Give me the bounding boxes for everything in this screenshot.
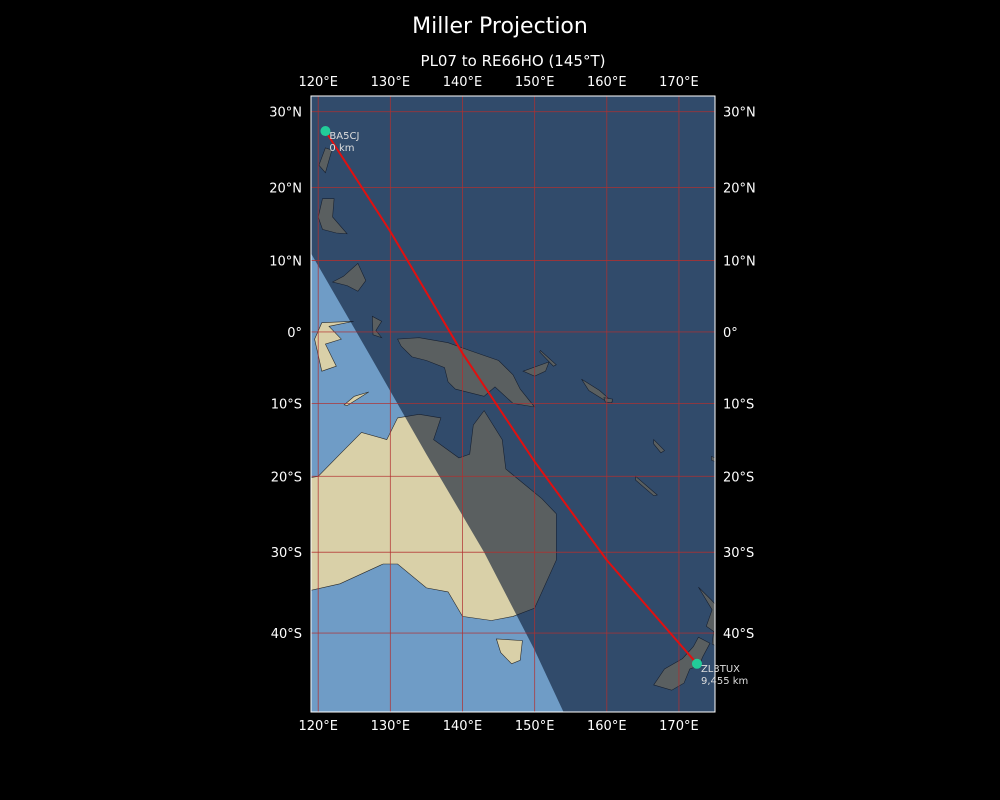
map-tick-labels: 120°E 120°E 130°E 130°E 140°E 140°E 150°E 150°E… bbox=[269, 75, 756, 734]
lat-tick-label-right: 20°N bbox=[723, 182, 756, 197]
station-callsign: BA5CJ bbox=[329, 131, 359, 142]
lat-tick-label-left: 20°N bbox=[269, 182, 302, 197]
lat-tick-label-right: 20°S bbox=[723, 470, 754, 485]
station-distance: 9,455 km bbox=[701, 676, 748, 687]
lat-tick-label-right: 0° bbox=[723, 326, 738, 341]
lat-tick-label-right: 40°S bbox=[723, 627, 754, 642]
map-subtitle: PL07 to RE66HO (145°T) bbox=[421, 52, 606, 70]
lon-tick-label-bottom: 170°E bbox=[659, 719, 699, 734]
lon-tick-label-bottom: 130°E bbox=[371, 719, 411, 734]
lon-tick-label-bottom: 150°E bbox=[515, 719, 555, 734]
land-sulawesi bbox=[314, 321, 354, 372]
map-gridlines bbox=[311, 96, 715, 712]
lon-tick-label-bottom: 120°E bbox=[298, 719, 338, 734]
lon-tick-label-top: 150°E bbox=[515, 75, 555, 90]
night-terminator-shade bbox=[311, 96, 715, 712]
station-marker bbox=[320, 126, 331, 137]
lat-tick-label-left: 30°S bbox=[271, 546, 302, 561]
map-frame bbox=[310, 95, 716, 713]
lat-tick-label-right: 30°S bbox=[723, 546, 754, 561]
lat-tick-label-left: 10°N bbox=[269, 254, 302, 269]
map-plot-area bbox=[311, 96, 715, 712]
lon-tick-label-top: 170°E bbox=[659, 75, 699, 90]
lon-tick-label-top: 120°E bbox=[298, 75, 338, 90]
lon-tick-label-bottom: 140°E bbox=[443, 719, 483, 734]
great-circle-path bbox=[324, 130, 698, 665]
land-tasmania bbox=[495, 638, 523, 665]
station-marker bbox=[691, 658, 702, 669]
lon-tick-label-bottom: 160°E bbox=[587, 719, 627, 734]
lat-tick-label-right: 10°N bbox=[723, 254, 756, 269]
station-callsign: ZL3TUX bbox=[701, 664, 740, 675]
station-distance: 0 km bbox=[329, 143, 354, 154]
lat-tick-label-left: 20°S bbox=[271, 470, 302, 485]
figure-title: Miller Projection bbox=[412, 14, 588, 39]
lat-tick-label-left: 10°S bbox=[271, 397, 302, 412]
lat-tick-label-right: 30°N bbox=[723, 106, 756, 121]
land-timor bbox=[343, 391, 369, 406]
lat-tick-label-right: 10°S bbox=[723, 397, 754, 412]
lat-tick-label-left: 40°S bbox=[271, 627, 302, 642]
lat-tick-label-left: 0° bbox=[287, 326, 302, 341]
lon-tick-label-top: 140°E bbox=[443, 75, 483, 90]
lat-tick-label-left: 30°N bbox=[269, 106, 302, 121]
lon-tick-label-top: 130°E bbox=[371, 75, 411, 90]
lon-tick-label-top: 160°E bbox=[587, 75, 627, 90]
